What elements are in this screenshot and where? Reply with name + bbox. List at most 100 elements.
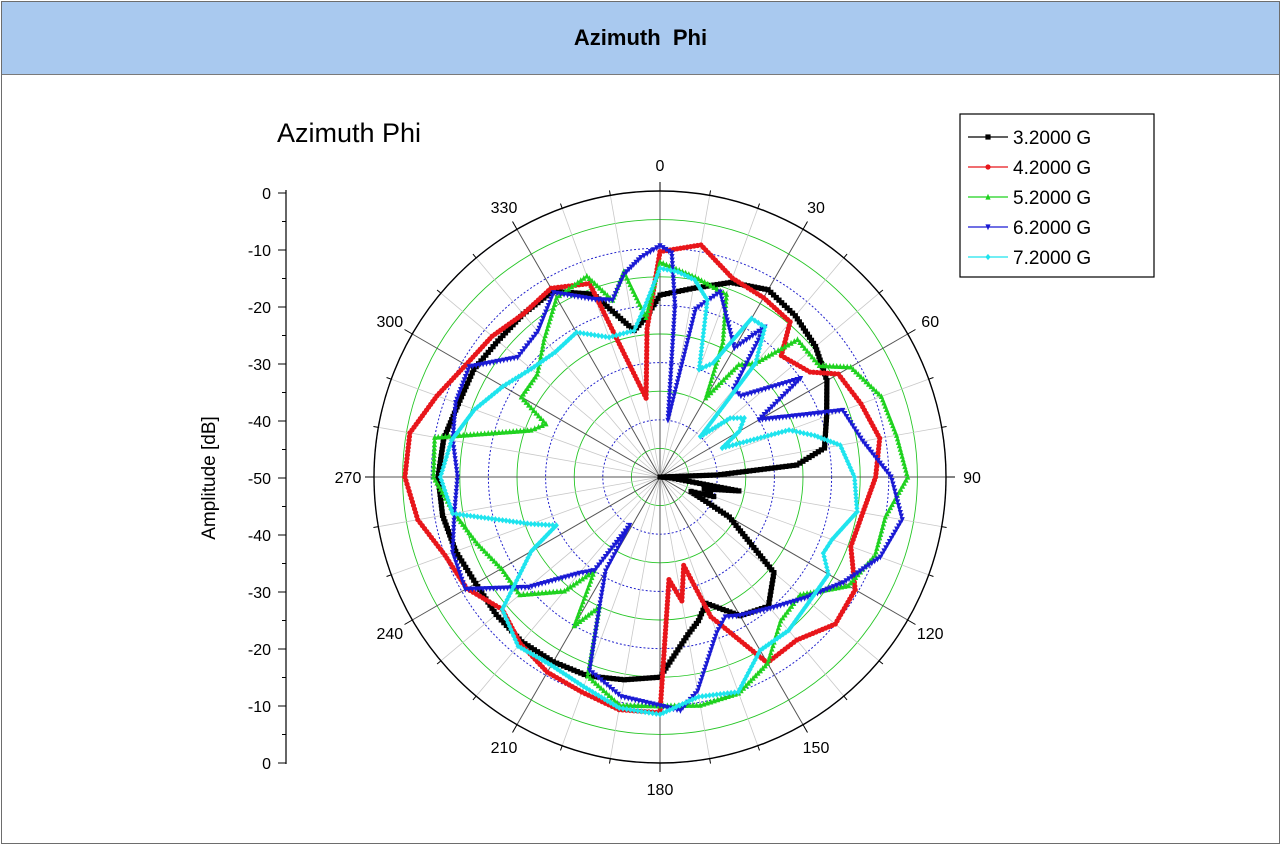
data-point — [645, 307, 651, 314]
data-point — [639, 675, 645, 682]
data-point — [734, 414, 740, 422]
data-point — [732, 488, 738, 494]
legend-marker — [985, 224, 991, 231]
data-point — [711, 637, 718, 643]
data-point — [825, 409, 832, 416]
data-point — [594, 621, 600, 628]
data-point — [731, 366, 737, 373]
data-point — [538, 353, 544, 360]
data-point — [874, 556, 881, 563]
data-point — [685, 473, 692, 479]
data-point — [787, 307, 793, 314]
data-point — [714, 281, 720, 288]
data-point — [844, 363, 850, 370]
data-point — [779, 428, 785, 436]
chart-title: Azimuth Phi — [277, 118, 421, 148]
data-point — [679, 287, 685, 294]
data-point — [715, 422, 721, 429]
data-point — [483, 586, 489, 592]
data-point — [710, 472, 717, 478]
data-point — [700, 364, 706, 371]
angle-tick — [436, 289, 442, 294]
data-point — [500, 568, 507, 575]
data-point — [477, 362, 483, 369]
data-point — [852, 480, 858, 488]
data-point — [612, 311, 618, 317]
data-point — [834, 530, 840, 538]
data-point — [717, 508, 724, 514]
data-point — [736, 488, 742, 494]
data-point — [706, 654, 712, 661]
data-point — [712, 357, 719, 364]
data-point — [507, 590, 513, 597]
data-point — [581, 671, 587, 678]
data-point — [800, 607, 806, 614]
data-point — [632, 697, 638, 704]
data-point — [465, 567, 471, 574]
data-point — [626, 266, 632, 273]
data-point — [727, 415, 733, 422]
data-point — [452, 499, 458, 506]
data-point — [703, 692, 709, 699]
data-point — [725, 471, 731, 477]
data-point — [644, 310, 650, 317]
data-point — [692, 310, 698, 316]
data-point — [782, 391, 788, 398]
data-point — [853, 491, 859, 498]
data-point — [643, 384, 649, 390]
data-point — [683, 287, 689, 293]
data-point — [575, 612, 581, 618]
data-point — [460, 431, 466, 438]
data-point — [656, 268, 662, 275]
data-point — [476, 586, 482, 593]
angle-tick — [843, 695, 848, 701]
data-point — [703, 394, 709, 401]
data-point — [762, 558, 768, 565]
data-point — [552, 349, 558, 356]
data-point — [762, 386, 769, 393]
data-point — [764, 561, 770, 567]
data-point — [430, 470, 437, 476]
radial-tick-label: -30 — [248, 585, 271, 602]
data-point — [863, 564, 869, 571]
data-point — [540, 342, 546, 349]
data-point — [759, 416, 766, 423]
minor-spoke — [659, 195, 711, 478]
data-point — [836, 528, 843, 535]
data-point — [660, 260, 666, 266]
data-point — [636, 698, 642, 705]
data-point — [697, 494, 703, 500]
data-point — [682, 348, 688, 355]
data-point — [726, 514, 732, 520]
data-point — [461, 387, 468, 393]
data-point — [824, 385, 830, 391]
data-point — [483, 352, 489, 358]
data-point — [589, 670, 596, 677]
data-point — [719, 620, 725, 627]
data-point — [742, 676, 748, 683]
data-point — [747, 468, 753, 474]
data-point — [505, 327, 511, 333]
data-point — [446, 443, 453, 451]
data-point — [800, 325, 807, 331]
angle-label: 180 — [647, 782, 674, 799]
data-point — [769, 567, 775, 573]
data-point — [670, 278, 677, 285]
data-point — [578, 670, 584, 676]
data-point — [736, 428, 742, 435]
data-point — [668, 290, 674, 296]
data-point — [749, 663, 755, 670]
angle-tick — [802, 724, 808, 733]
data-point — [712, 504, 718, 510]
data-point — [721, 320, 727, 327]
data-point — [638, 255, 644, 261]
data-point — [496, 516, 502, 523]
data-point — [615, 313, 621, 319]
data-point — [669, 346, 675, 353]
data-point — [580, 598, 586, 605]
data-point — [860, 375, 867, 382]
data-point — [457, 511, 463, 518]
data-point — [457, 425, 463, 433]
data-point — [457, 555, 463, 561]
data-point — [683, 478, 689, 484]
